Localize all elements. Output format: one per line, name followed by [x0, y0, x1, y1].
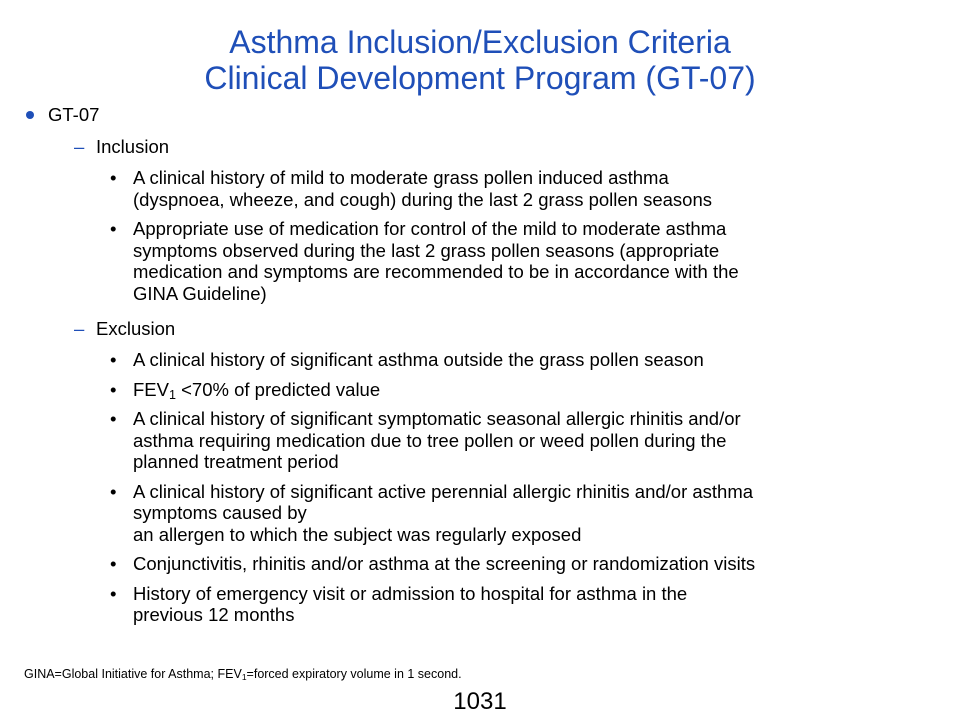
- dash-icon: –: [74, 318, 85, 339]
- exclusion-item: • A clinical history of significant asth…: [24, 349, 954, 371]
- program-item: GT-07: [24, 103, 954, 126]
- item-line: A clinical history of mild to moderate g…: [133, 167, 669, 188]
- bullet-icon: •: [110, 349, 117, 370]
- program-label: GT-07: [48, 104, 100, 125]
- item-line: A clinical history of significant active…: [133, 480, 754, 502]
- page-number: 1031: [453, 688, 507, 715]
- bullet-icon: •: [110, 408, 117, 429]
- bullet-icon: •: [110, 553, 117, 574]
- item-line: A clinical history of significant asthma…: [133, 349, 704, 370]
- inclusion-label: Inclusion: [96, 136, 170, 157]
- fev-subscript: 1: [168, 387, 176, 402]
- title-line-1: Asthma Inclusion/Exclusion Criteria: [229, 24, 731, 60]
- item-line: Appropriate use of medication for contro…: [133, 218, 727, 239]
- dash-icon: –: [74, 136, 85, 157]
- bullet-dot-icon: [26, 111, 34, 119]
- bullet-icon: •: [110, 480, 117, 502]
- bullet-icon: •: [110, 167, 117, 188]
- item-line: medication and symptoms are recommended …: [133, 261, 739, 282]
- footnote-subscript: 1: [241, 672, 247, 683]
- item-line: symptoms caused by: [133, 502, 307, 523]
- item-line: History of emergency visit or admission …: [133, 582, 688, 604]
- exclusion-item: • Conjunctivitis, rhinitis and/or asthma…: [24, 553, 954, 575]
- item-line: GINA Guideline): [133, 282, 267, 304]
- bullet-icon: •: [110, 582, 117, 604]
- bullet-icon: •: [110, 218, 117, 239]
- inclusion-item: • Appropriate use of medication for cont…: [24, 218, 954, 304]
- item-line: Conjunctivitis, rhinitis and/or asthma a…: [133, 553, 756, 574]
- criteria-list: GT-07 – Inclusion • A clinical history o…: [24, 103, 954, 634]
- item-line: an allergen to which the subject was reg…: [133, 523, 582, 545]
- item-line: FEV1 <70% of predicted value: [133, 379, 954, 401]
- item-line: A clinical history of significant sympto…: [133, 408, 741, 429]
- inclusion-item: • A clinical history of mild to moderate…: [24, 167, 954, 210]
- title-line-2: Clinical Development Program (GT-07): [204, 60, 756, 96]
- footnote-part-1: GINA=Global Initiative for Asthma; FEV: [24, 667, 242, 681]
- footnote: GINA=Global Initiative for Asthma; FEV1=…: [24, 666, 462, 682]
- exclusion-label: Exclusion: [96, 318, 176, 339]
- item-line: asthma requiring medication due to tree …: [133, 429, 727, 451]
- inclusion-heading: – Inclusion: [24, 135, 954, 158]
- item-line: symptoms observed during the last 2 gras…: [133, 239, 720, 261]
- exclusion-item: • History of emergency visit or admissio…: [24, 583, 954, 626]
- exclusion-item: • A clinical history of significant symp…: [24, 408, 954, 473]
- exclusion-item: • FEV1 <70% of predicted value: [24, 379, 954, 401]
- footnote-part-2: =forced expiratory volume in 1 second.: [246, 667, 462, 681]
- item-line: previous 12 months: [133, 604, 295, 625]
- slide-title: Asthma Inclusion/Exclusion Criteria Clin…: [0, 24, 960, 96]
- exclusion-item: • A clinical history of significant acti…: [24, 481, 954, 546]
- fev-rest: <70% of predicted value: [175, 378, 381, 400]
- bullet-icon: •: [110, 378, 117, 400]
- fev-text: FEV: [133, 378, 169, 400]
- item-line: (dyspnoea, wheeze, and cough) during the…: [133, 188, 713, 210]
- item-line: planned treatment period: [133, 451, 339, 472]
- exclusion-heading: – Exclusion: [24, 317, 954, 340]
